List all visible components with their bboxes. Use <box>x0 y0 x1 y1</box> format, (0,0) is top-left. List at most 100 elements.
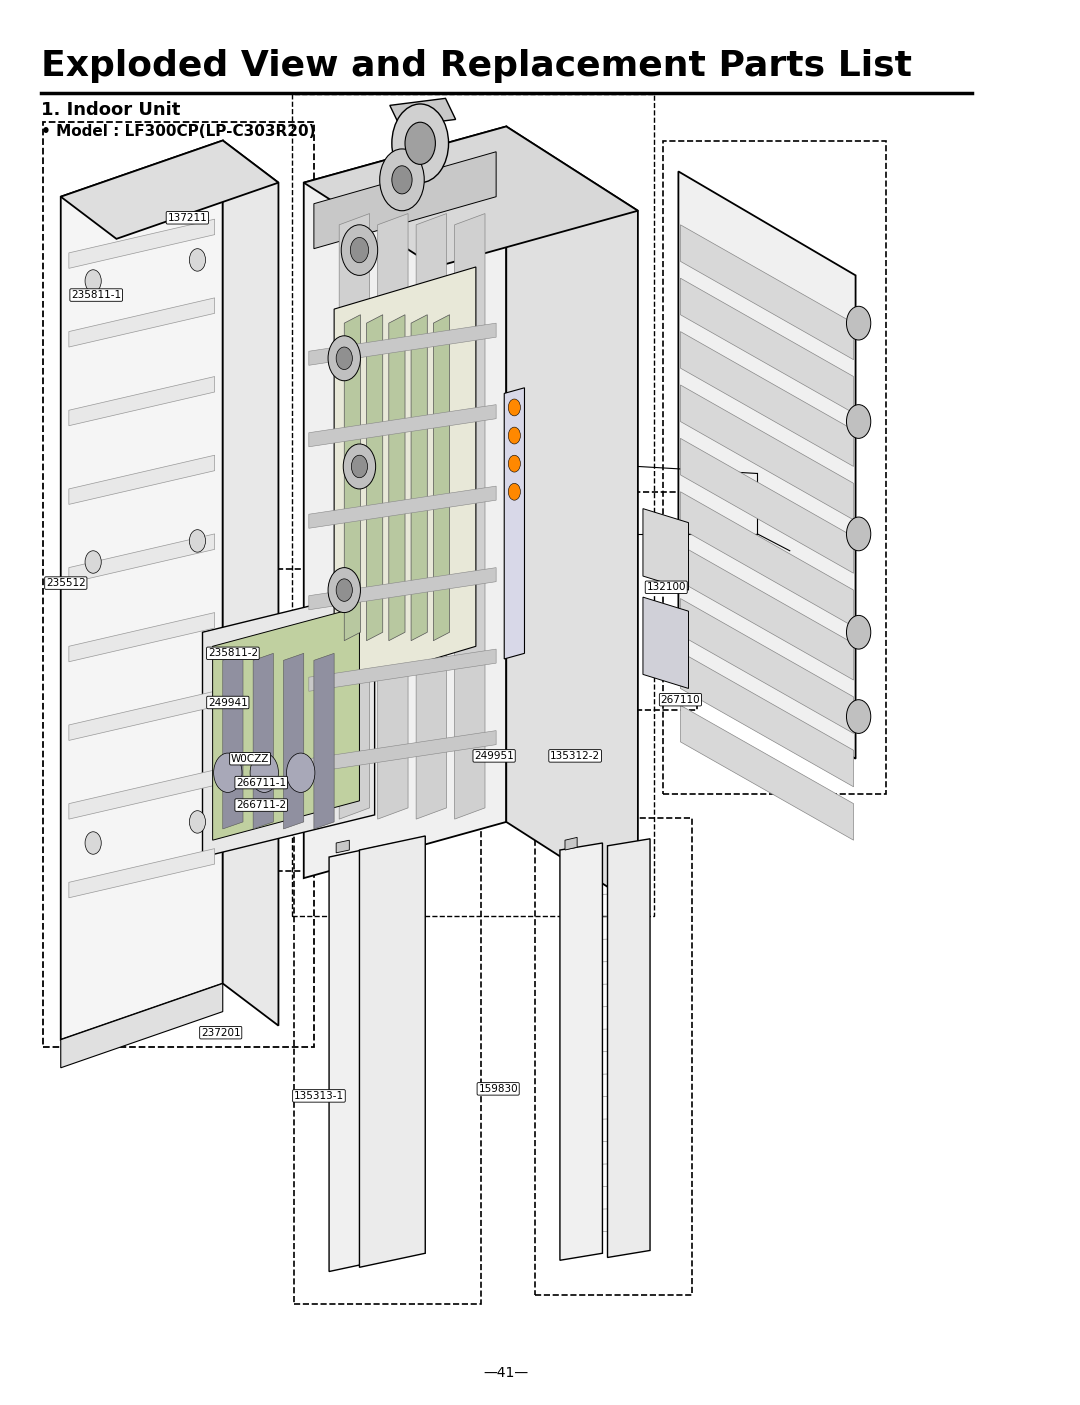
Polygon shape <box>60 140 222 1040</box>
Polygon shape <box>680 385 853 520</box>
Circle shape <box>847 700 870 733</box>
Polygon shape <box>69 613 215 662</box>
Polygon shape <box>334 267 476 688</box>
Text: 235811-2: 235811-2 <box>207 648 258 659</box>
Text: 267110: 267110 <box>661 694 700 705</box>
Polygon shape <box>309 731 496 773</box>
Polygon shape <box>69 377 215 426</box>
Polygon shape <box>309 323 496 365</box>
Polygon shape <box>60 140 279 239</box>
Polygon shape <box>680 545 853 680</box>
Polygon shape <box>222 653 243 829</box>
Polygon shape <box>507 126 638 906</box>
Circle shape <box>189 530 205 552</box>
Circle shape <box>847 615 870 649</box>
Circle shape <box>341 225 378 275</box>
Polygon shape <box>309 568 496 610</box>
Polygon shape <box>339 214 369 819</box>
Polygon shape <box>678 171 855 759</box>
Circle shape <box>847 306 870 340</box>
Text: 235512: 235512 <box>46 577 85 589</box>
Text: 135313-1: 135313-1 <box>294 1090 345 1102</box>
Polygon shape <box>680 278 853 413</box>
Text: —41—: —41— <box>484 1366 529 1380</box>
Polygon shape <box>303 126 507 878</box>
Polygon shape <box>329 843 395 1272</box>
Circle shape <box>509 399 521 416</box>
Circle shape <box>251 753 279 792</box>
Polygon shape <box>69 219 215 268</box>
Circle shape <box>509 427 521 444</box>
Circle shape <box>509 483 521 500</box>
Polygon shape <box>284 653 303 829</box>
Polygon shape <box>504 388 525 659</box>
Polygon shape <box>565 837 577 850</box>
Circle shape <box>85 832 102 854</box>
Polygon shape <box>643 509 689 590</box>
Circle shape <box>189 811 205 833</box>
Circle shape <box>847 517 870 551</box>
Circle shape <box>336 347 352 370</box>
Polygon shape <box>680 599 853 733</box>
Text: 137211: 137211 <box>167 212 207 223</box>
Circle shape <box>328 568 361 613</box>
Polygon shape <box>433 315 449 641</box>
Circle shape <box>392 166 413 194</box>
Polygon shape <box>213 607 360 840</box>
Circle shape <box>328 336 361 381</box>
Polygon shape <box>680 652 853 787</box>
Polygon shape <box>680 332 853 466</box>
Polygon shape <box>309 486 496 528</box>
Text: 1. Indoor Unit: 1. Indoor Unit <box>41 101 180 119</box>
Circle shape <box>509 455 521 472</box>
Text: Exploded View and Replacement Parts List: Exploded View and Replacement Parts List <box>41 49 912 83</box>
Polygon shape <box>69 455 215 504</box>
Circle shape <box>286 753 315 792</box>
Polygon shape <box>680 438 853 573</box>
Text: 249951: 249951 <box>474 750 514 762</box>
Text: 235811-1: 235811-1 <box>71 289 121 301</box>
Circle shape <box>405 122 435 164</box>
Polygon shape <box>314 152 496 249</box>
Circle shape <box>343 444 376 489</box>
Polygon shape <box>378 214 408 819</box>
Circle shape <box>847 405 870 438</box>
Polygon shape <box>309 405 496 447</box>
Circle shape <box>85 551 102 573</box>
Text: W0CZZ: W0CZZ <box>231 753 269 764</box>
Polygon shape <box>222 140 279 1026</box>
Circle shape <box>214 753 242 792</box>
Polygon shape <box>253 653 273 829</box>
Text: 266711-1: 266711-1 <box>237 777 286 788</box>
Circle shape <box>85 270 102 292</box>
Circle shape <box>392 104 448 183</box>
Polygon shape <box>60 983 222 1068</box>
Circle shape <box>351 455 367 478</box>
Text: 132100: 132100 <box>647 582 686 593</box>
Polygon shape <box>69 849 215 898</box>
Polygon shape <box>309 649 496 691</box>
Polygon shape <box>336 840 349 853</box>
Polygon shape <box>389 315 405 641</box>
Polygon shape <box>455 214 485 819</box>
Text: 237201: 237201 <box>201 1027 241 1038</box>
Polygon shape <box>360 836 426 1267</box>
Polygon shape <box>416 214 446 819</box>
Text: 249941: 249941 <box>208 697 247 708</box>
Polygon shape <box>69 534 215 583</box>
Circle shape <box>350 237 368 263</box>
Polygon shape <box>411 315 428 641</box>
Circle shape <box>380 149 424 211</box>
Polygon shape <box>390 98 456 126</box>
Polygon shape <box>314 653 334 829</box>
Polygon shape <box>680 492 853 627</box>
Polygon shape <box>203 590 375 857</box>
Polygon shape <box>69 691 215 740</box>
Circle shape <box>336 579 352 601</box>
Polygon shape <box>680 225 853 360</box>
Text: 135312-2: 135312-2 <box>550 750 600 762</box>
Polygon shape <box>303 126 638 267</box>
Text: 266711-2: 266711-2 <box>237 799 286 811</box>
Polygon shape <box>680 705 853 840</box>
Polygon shape <box>643 597 689 688</box>
